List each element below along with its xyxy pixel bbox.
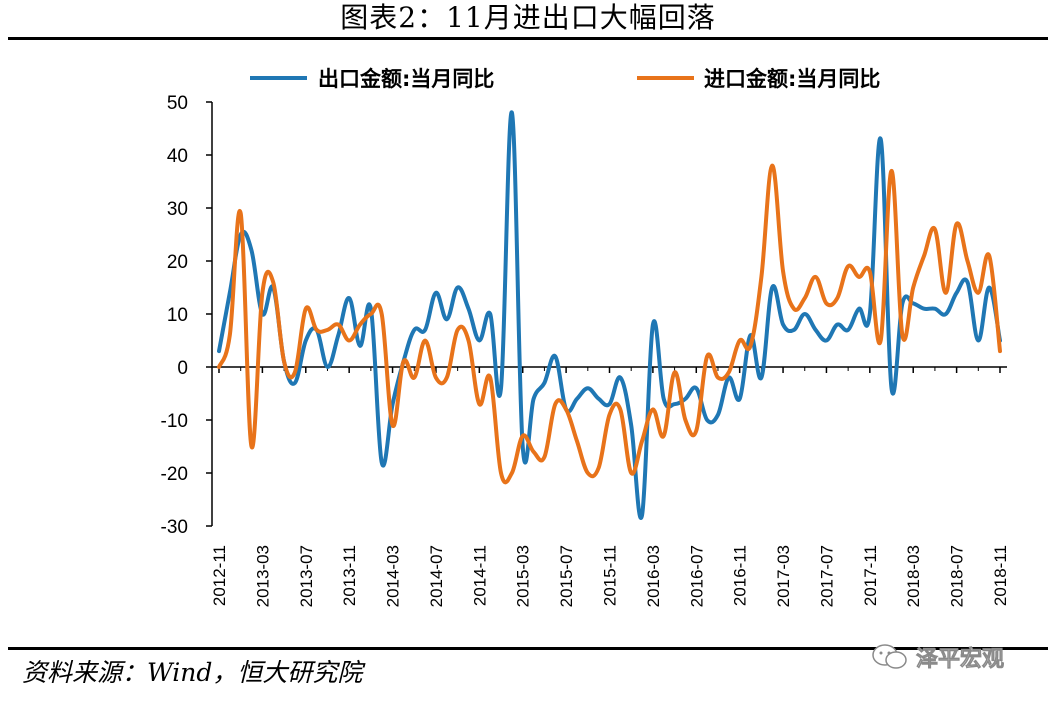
legend: 出口金额:当月同比 进口金额:当月同比 <box>250 67 880 91</box>
x-tick-label: 2018-11 <box>991 545 1010 606</box>
import-series-line <box>217 163 1002 485</box>
x-tick-label: 2013-11 <box>340 545 359 606</box>
chart-title: 图表2：11月进出口大幅回落 <box>340 1 716 34</box>
y-tick-label: 10 <box>167 305 188 326</box>
y-tick-label: 40 <box>167 146 188 167</box>
x-tick-label: 2014-07 <box>427 545 446 607</box>
watermark: 泽平宏观 <box>870 642 1004 672</box>
x-tick-label: 2015-07 <box>557 545 576 607</box>
y-tick-label: 50 <box>167 93 188 114</box>
y-tick-label: 20 <box>167 252 188 273</box>
x-tick-label: 2015-11 <box>601 545 620 606</box>
y-tick-label: 0 <box>177 358 188 379</box>
x-tick-label: 2017-03 <box>774 545 793 607</box>
line-chart: 出口金额:当月同比 进口金额:当月同比 50403020100-10-20-30 … <box>161 67 1010 607</box>
watermark-text: 泽平宏观 <box>916 647 1005 673</box>
x-tick-label: 2013-07 <box>297 545 316 607</box>
y-tick-label: -10 <box>161 411 188 432</box>
top-rule <box>8 37 1048 40</box>
x-tick-label: 2018-03 <box>904 545 923 607</box>
bottom-rule <box>8 647 1048 650</box>
x-tick-label: 2016-11 <box>731 545 750 606</box>
y-tick-label: -20 <box>161 464 188 485</box>
x-tick-label: 2014-11 <box>470 545 489 606</box>
y-tick-label: 30 <box>167 199 188 220</box>
x-tick-label: 2014-03 <box>384 545 403 607</box>
x-axis: 2012-11 2013-03 2013-07 2013-11 2014-03 2014-… <box>210 366 1010 607</box>
x-tick-label: 2015-03 <box>514 545 533 607</box>
x-tick-label: 2012-11 <box>210 545 229 606</box>
y-axis: 50 40 30 20 10 0 -10 -20 -30 <box>161 93 213 538</box>
x-tick-label: 2013-03 <box>253 545 272 607</box>
source-note: 资料来源：Wind，恒大研究院 <box>22 658 363 687</box>
x-tick-label: 2018-07 <box>948 545 967 607</box>
legend-label-export: 出口金额:当月同比 <box>318 67 494 91</box>
y-tick-label: -30 <box>161 517 188 538</box>
series-layer <box>217 110 1002 520</box>
x-tick-label: 2017-07 <box>817 545 836 607</box>
x-tick-label: 2016-07 <box>687 545 706 607</box>
legend-label-import: 进口金额:当月同比 <box>704 67 880 91</box>
x-tick-label: 2017-11 <box>861 545 880 606</box>
x-tick-label: 2016-03 <box>644 545 663 607</box>
export-series-line <box>217 110 1002 520</box>
wechat-icon <box>872 644 907 669</box>
